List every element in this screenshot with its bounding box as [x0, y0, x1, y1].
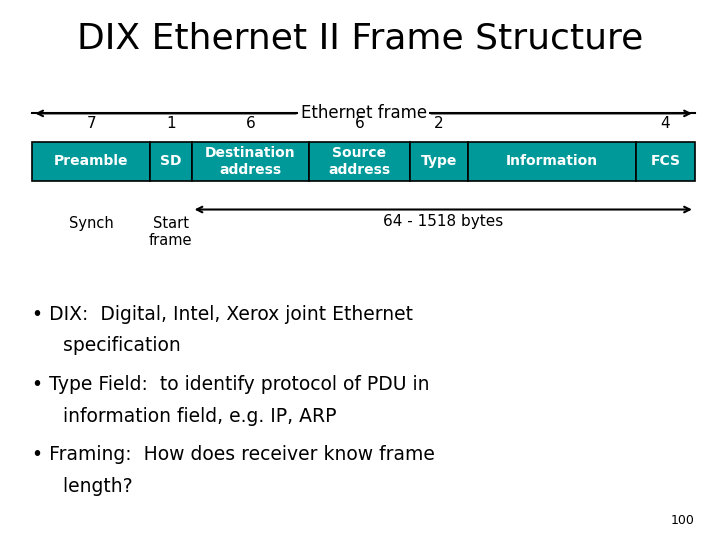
Text: 6: 6 — [246, 116, 256, 131]
Bar — [309, 142, 410, 181]
Bar — [150, 142, 192, 181]
Text: DIX Ethernet II Frame Structure: DIX Ethernet II Frame Structure — [77, 22, 643, 56]
Text: Start
frame: Start frame — [149, 216, 192, 248]
Bar — [469, 142, 636, 181]
Text: Ethernet frame: Ethernet frame — [300, 104, 427, 123]
Text: FCS: FCS — [650, 154, 680, 168]
Text: 6: 6 — [354, 116, 364, 131]
Bar — [410, 142, 469, 181]
Text: 1: 1 — [166, 116, 176, 131]
Text: Source
address: Source address — [328, 146, 390, 177]
Text: Destination
address: Destination address — [205, 146, 296, 177]
Text: 64 - 1518 bytes: 64 - 1518 bytes — [383, 214, 503, 229]
Text: Type: Type — [421, 154, 457, 168]
Text: specification: specification — [45, 336, 181, 355]
Bar — [32, 142, 150, 181]
Bar — [192, 142, 309, 181]
Text: information field, e.g. IP, ARP: information field, e.g. IP, ARP — [45, 407, 337, 426]
Text: Information: Information — [506, 154, 598, 168]
Text: 100: 100 — [671, 514, 695, 526]
Text: 7: 7 — [86, 116, 96, 131]
Text: 2: 2 — [434, 116, 444, 131]
Text: • DIX:  Digital, Intel, Xerox joint Ethernet: • DIX: Digital, Intel, Xerox joint Ether… — [32, 305, 413, 324]
Text: length?: length? — [45, 477, 133, 496]
Text: Preamble: Preamble — [54, 154, 128, 168]
Text: • Framing:  How does receiver know frame: • Framing: How does receiver know frame — [32, 446, 436, 464]
Text: 4: 4 — [661, 116, 670, 131]
Bar — [636, 142, 695, 181]
Text: SD: SD — [160, 154, 181, 168]
Text: • Type Field:  to identify protocol of PDU in: • Type Field: to identify protocol of PD… — [32, 375, 430, 394]
Text: Synch: Synch — [68, 216, 114, 231]
